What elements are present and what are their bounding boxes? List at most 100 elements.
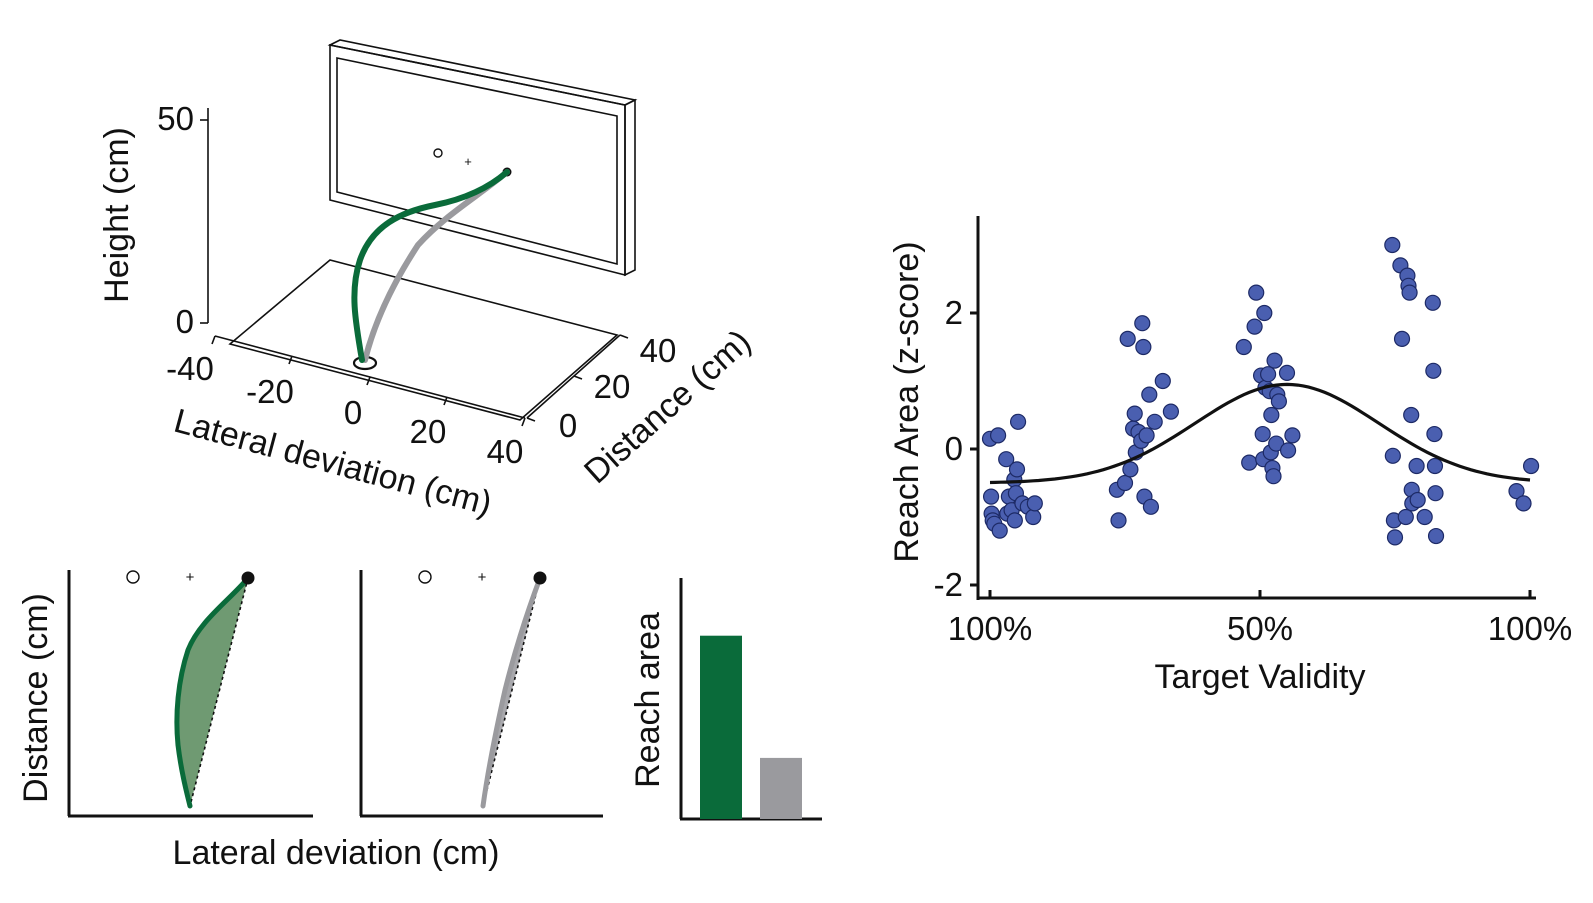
data-point — [1397, 508, 1414, 526]
scatter-y-axis-label: Reach Area (z-score) — [888, 241, 926, 562]
x-tick-m40: -40 — [166, 350, 214, 387]
z-tick-50: 50 — [157, 100, 194, 137]
panel-top-down-green: + — [67, 569, 313, 818]
data-point — [1142, 498, 1160, 515]
trajectory-green-2d — [174, 575, 251, 809]
data-point — [1408, 457, 1425, 475]
scatter-x-ticks: 100% 50% 100% — [948, 590, 1572, 647]
data-point — [1026, 495, 1043, 512]
data-point — [1393, 330, 1411, 347]
fixation-cross-icon: + — [478, 569, 487, 586]
target-dot-icon — [533, 571, 547, 585]
panel-scatter: -2 0 2 100% 50% 100% Target Validity Reach A… — [888, 216, 1572, 696]
data-point — [1110, 512, 1127, 529]
x-tick-20: 20 — [410, 413, 447, 450]
data-point — [1246, 318, 1263, 335]
data-point — [1154, 372, 1171, 390]
trajectory-green-3d — [351, 169, 510, 363]
bar-green — [700, 635, 742, 819]
start-marker-icon — [126, 570, 140, 584]
bar-y-axis-label: Reach area — [629, 612, 667, 788]
data-point — [1425, 362, 1442, 379]
y-axis-ticks — [526, 334, 629, 422]
y-axis — [526, 334, 621, 419]
data-point — [1263, 406, 1280, 424]
data-point — [1006, 512, 1023, 529]
data-point — [1522, 457, 1540, 475]
data-point — [991, 522, 1008, 539]
data-point — [1259, 366, 1277, 383]
start-marker-icon — [418, 570, 432, 584]
y-tick-40: 40 — [640, 332, 677, 369]
monitor-box: + — [327, 39, 638, 277]
data-point — [1426, 425, 1443, 443]
y-tick-label: 0 — [945, 430, 963, 467]
data-point — [1025, 508, 1042, 526]
data-point — [1416, 508, 1433, 526]
data-point — [1135, 338, 1152, 356]
data-point — [1384, 447, 1401, 464]
data-point — [1122, 461, 1139, 478]
bar-gray — [760, 757, 802, 819]
data-point — [989, 427, 1007, 444]
data-point — [1141, 386, 1158, 403]
data-point — [1235, 338, 1252, 356]
data-point — [1427, 485, 1444, 502]
data-point — [1426, 457, 1444, 475]
floor-plane — [228, 259, 619, 421]
data-point — [1241, 454, 1258, 471]
scatter-x-axis-label: Target Validity — [1154, 658, 1365, 696]
data-point — [1515, 495, 1532, 512]
z-axis-label: Height (cm) — [98, 127, 136, 303]
start-marker-icon — [433, 148, 443, 158]
data-point — [1134, 315, 1151, 332]
y-tick-label: -2 — [934, 566, 963, 603]
x-tick-0: 0 — [344, 394, 362, 431]
y-tick-20: 20 — [594, 368, 631, 405]
x-tick-label: 100% — [1488, 610, 1572, 647]
data-point — [1284, 427, 1301, 444]
data-point — [1508, 483, 1525, 500]
x-tick-m20: -20 — [246, 373, 294, 410]
x-tick-label: 50% — [1227, 610, 1293, 647]
data-point — [1248, 284, 1265, 301]
data-point — [1266, 352, 1283, 369]
data-point — [1265, 468, 1282, 485]
data-point — [1146, 413, 1163, 430]
data-point — [1254, 425, 1271, 443]
data-point — [1009, 413, 1027, 430]
fixation-cross-icon: + — [464, 154, 472, 169]
trajectory-gray-2d — [480, 575, 543, 809]
x-axis-label-3d: Lateral deviation (cm) — [170, 402, 496, 523]
x-axis-ticks — [211, 335, 526, 427]
x-axis-label-top-down: Lateral deviation (cm) — [173, 834, 500, 872]
data-point — [1008, 461, 1026, 478]
panel-bar: Reach area — [629, 578, 822, 821]
data-point — [1278, 364, 1296, 381]
scatter-points — [981, 236, 1540, 546]
data-point — [1138, 427, 1155, 444]
x-tick-40: 40 — [487, 433, 524, 470]
z-tick-0: 0 — [176, 303, 194, 340]
data-point — [1384, 236, 1401, 254]
data-point — [1403, 406, 1420, 424]
reach-area-green — [176, 578, 248, 806]
panel-top-down-gray: + — [359, 569, 603, 818]
data-point — [1270, 393, 1288, 410]
data-point — [1256, 304, 1273, 322]
data-point — [1279, 442, 1297, 459]
scatter-y-ticks: -2 0 2 — [934, 294, 978, 603]
panel-3d: + 50 0 Height (cm) -40 -20 0 20 40 Later… — [98, 39, 758, 523]
data-point — [1162, 403, 1180, 420]
data-point — [982, 488, 1000, 505]
data-point — [1119, 330, 1136, 347]
target-dot-icon — [241, 571, 255, 585]
y-tick-label: 2 — [945, 294, 963, 331]
data-point — [1424, 294, 1441, 311]
data-point — [1427, 527, 1445, 545]
x-tick-label: 100% — [948, 610, 1032, 647]
data-point — [1409, 491, 1426, 509]
data-point — [1116, 474, 1134, 492]
data-point — [998, 451, 1015, 468]
